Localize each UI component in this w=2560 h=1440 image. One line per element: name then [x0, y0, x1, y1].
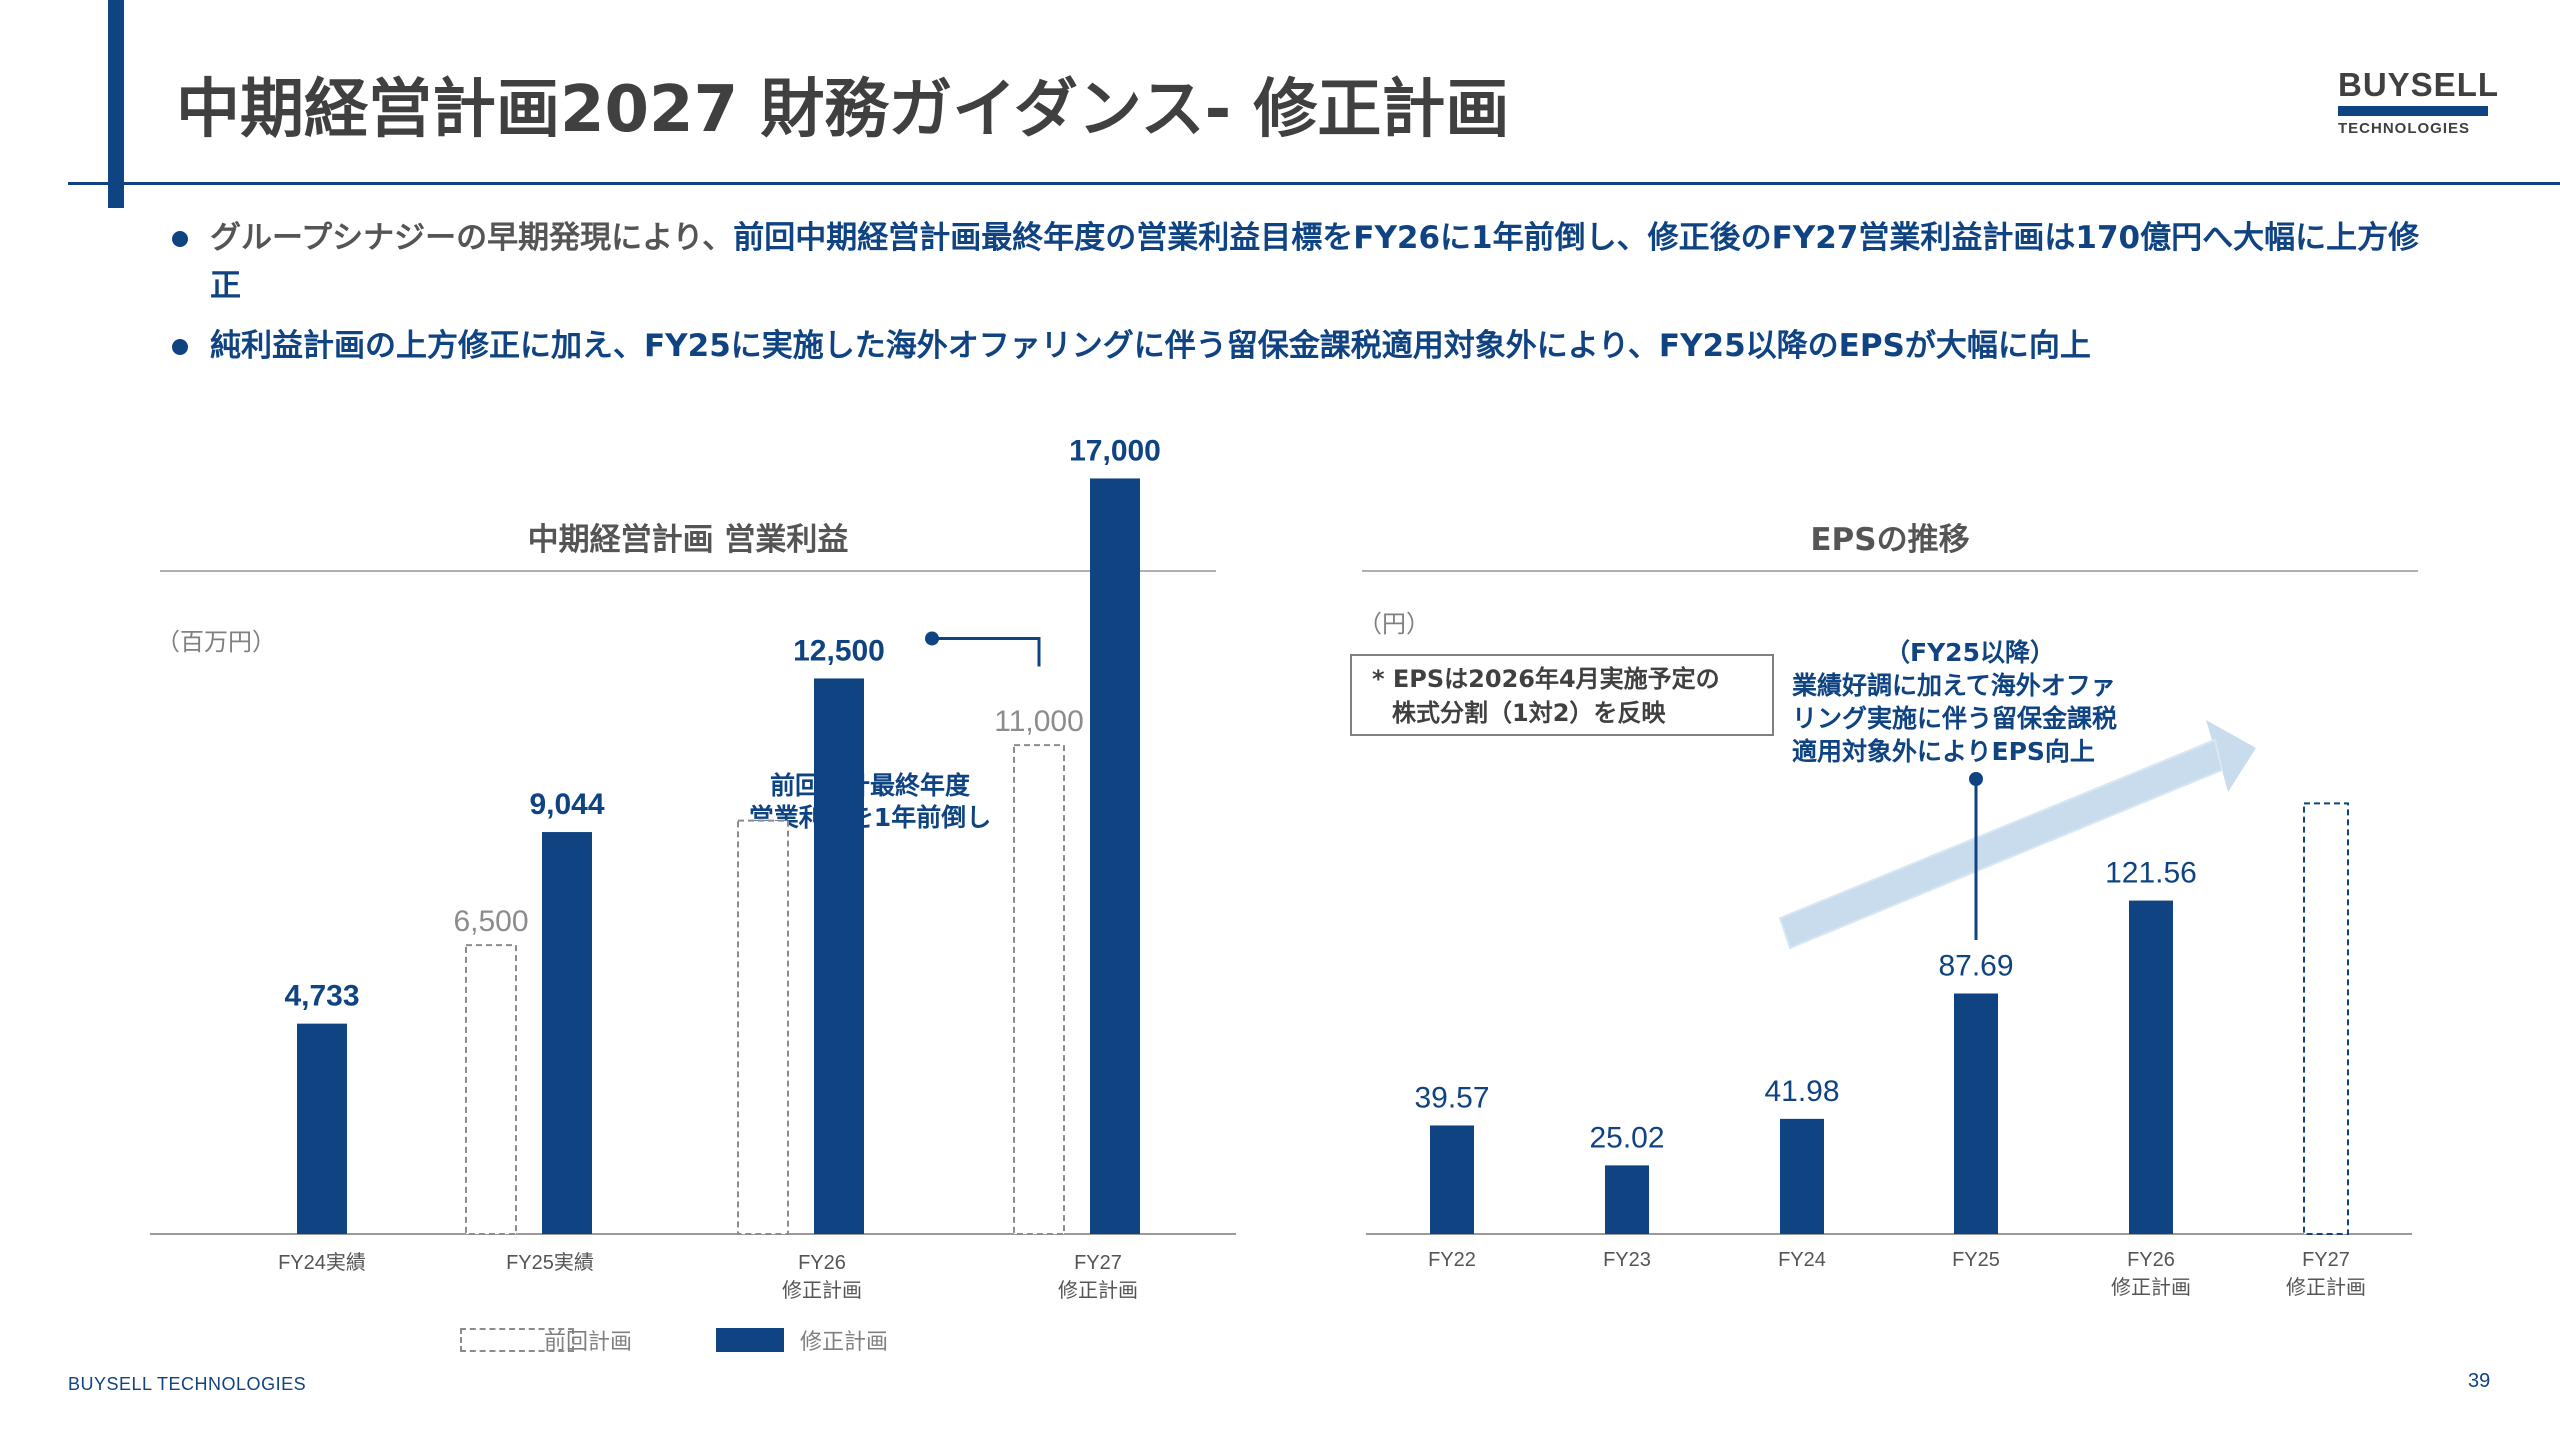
- page-number: 39: [2468, 1370, 2491, 1392]
- x-tick-label: FY26: [2127, 1249, 2175, 1271]
- bullet-dot-icon: [172, 231, 188, 247]
- data-label-revised-plan: 4,733: [284, 980, 359, 1013]
- callout-line-1: 前回中計最終年度: [769, 771, 970, 800]
- eps-note-line-2: 株式分割（1対2）を反映: [1392, 699, 1666, 727]
- legend-label-revised-plan: 修正計画: [800, 1330, 889, 1355]
- right-panel-divider: [1362, 570, 2418, 572]
- trend-arrow-outline: [1778, 738, 2224, 950]
- page-title: 中期経営計画2027 財務ガイダンス- 修正計画: [176, 73, 1510, 147]
- legend-swatch-revised-plan: [716, 1328, 784, 1352]
- data-label-revised-plan: 9,044: [529, 788, 604, 821]
- bar-prev-plan: [1013, 744, 1065, 1235]
- logo-subtitle: TECHNOLOGIES: [2338, 120, 2471, 137]
- title-divider: [68, 182, 2560, 185]
- bar-eps: [1605, 1165, 1649, 1234]
- x-tick-label: FY22: [1428, 1249, 1476, 1271]
- x-tick-label: 修正計画: [2111, 1276, 2191, 1299]
- eps-note-line-1: * EPSは2026年4月実施予定の: [1372, 665, 1720, 693]
- left-panel-divider: [160, 570, 1216, 572]
- footer-brand: BUYSELL TECHNOLOGIES: [68, 1374, 307, 1394]
- legend-swatch-prev-plan: [460, 1328, 574, 1352]
- data-label-eps: 25.02: [1589, 1121, 1664, 1154]
- eps-note-box: * EPSは2026年4月実施予定の 株式分割（1対2）を反映: [1350, 654, 1774, 736]
- bullet-1-prefix: グループシナジーの早期発現により、: [210, 220, 734, 256]
- data-label-revised-plan: 12,500: [793, 634, 885, 667]
- bullet-1-highlight: 前回中期経営計画最終年度の営業利益目標をFY26に1年前倒し、修正後のFY27営…: [210, 220, 2420, 304]
- bullet-item-2: 純利益計画の上方修正に加え、FY25に実施した海外オファリングに伴う留保金課税適…: [172, 322, 2432, 370]
- bar-eps: [2129, 900, 2173, 1234]
- x-tick-label: FY26: [798, 1252, 846, 1274]
- x-tick-label: FY27: [1074, 1252, 1122, 1274]
- data-label-eps: 41.98: [1764, 1075, 1839, 1108]
- bar-prev-plan: [737, 819, 789, 1236]
- eps-callout-title: （FY25以降）: [1885, 638, 2055, 667]
- x-tick-label: FY25実績: [506, 1251, 594, 1274]
- company-logo: BUYSELL TECHNOLOGIES: [2338, 66, 2500, 137]
- data-label-eps: 39.57: [1414, 1081, 1489, 1114]
- bar-eps-plan: [2303, 802, 2349, 1235]
- bullet-2-highlight: 純利益計画の上方修正に加え、FY25に実施した海外オファリングに伴う留保金課税適…: [210, 328, 2091, 364]
- data-label-prev-plan: 6,500: [453, 905, 528, 938]
- data-label-eps: 87.69: [1938, 949, 2013, 982]
- x-tick-label: FY27: [2302, 1249, 2350, 1271]
- x-tick-label: FY24: [1778, 1249, 1826, 1271]
- bar-eps: [1780, 1118, 1824, 1234]
- bullet-dot-icon: [172, 339, 188, 355]
- legend-label-prev-plan: 前回計画: [544, 1330, 633, 1355]
- eps-callout-line-1: 業績好調に加えて海外オファ: [1792, 671, 2116, 700]
- x-tick-label: 修正計画: [782, 1279, 862, 1302]
- bar-revised-plan: [542, 832, 592, 1234]
- eps-callout-line-3: 適用対象外によりEPS向上: [1792, 737, 2095, 766]
- logo-bar: [2338, 106, 2488, 116]
- bar-prev-plan: [465, 944, 517, 1235]
- callout-line-2: 営業利益を1年前倒し: [748, 803, 992, 832]
- bar-eps: [1430, 1125, 1474, 1234]
- bar-revised-plan: [814, 678, 864, 1234]
- x-tick-label: FY24実績: [278, 1251, 366, 1274]
- operating-profit-callout: 前回中計最終年度 営業利益を1年前倒し: [700, 770, 1040, 834]
- title-accent-bar: [108, 0, 124, 208]
- bar-eps: [1954, 993, 1998, 1234]
- left-unit-label: （百万円）: [156, 628, 276, 656]
- eps-callout: （FY25以降） 業績好調に加えて海外オファ リング実施に伴う留保金課税 適用対…: [1740, 636, 2200, 768]
- data-label-prev-plan: 11,000: [994, 705, 1084, 738]
- x-tick-label: FY23: [1603, 1249, 1651, 1271]
- x-tick-label: 修正計画: [2286, 1276, 2366, 1299]
- x-tick-label: 修正計画: [1058, 1279, 1138, 1302]
- right-panel-title: EPSの推移: [1810, 522, 1970, 558]
- left-panel-title: 中期経営計画 営業利益: [527, 522, 849, 558]
- right-unit-label: （円）: [1358, 610, 1430, 638]
- bar-revised-plan: [1090, 478, 1140, 1234]
- data-label-revised-plan: 17,000: [1069, 434, 1161, 467]
- bar-revised-plan: [297, 1023, 347, 1234]
- logo-wordmark: BUYSELL: [2338, 66, 2500, 103]
- bullet-item-1: グループシナジーの早期発現により、前回中期経営計画最終年度の営業利益目標をFY2…: [172, 214, 2432, 310]
- connector-line: [932, 636, 1041, 667]
- trend-arrow-icon: [1780, 720, 2256, 948]
- eps-callout-line-2: リング実施に伴う留保金課税: [1792, 704, 2118, 733]
- data-label-eps: 121.56: [2105, 857, 2197, 890]
- x-tick-label: FY25: [1952, 1249, 2000, 1271]
